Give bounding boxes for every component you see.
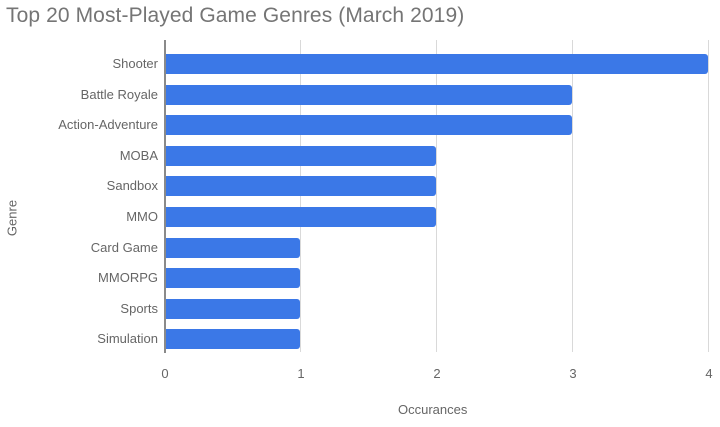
x-tick-label: 1 [297, 366, 305, 381]
gridline-2 [436, 40, 437, 352]
category-label: MOBA [119, 147, 158, 163]
category-label: Shooter [112, 56, 158, 71]
bar [166, 329, 300, 350]
y-axis-title: Genre [4, 199, 20, 237]
x-tick-label: 0 [161, 366, 169, 381]
y-axis-line [164, 40, 166, 353]
bar [166, 298, 300, 319]
gridline-4 [708, 40, 709, 352]
category-label: Simulation [97, 331, 158, 347]
category-label: MMO [126, 209, 158, 224]
category-label: MMORPG [98, 270, 158, 286]
category-label: Sandbox [106, 178, 158, 194]
gridline-3 [572, 40, 573, 352]
category-label: Battle Royale [80, 86, 158, 102]
category-label: Card Game [90, 239, 158, 255]
x-tick-label: 3 [569, 366, 577, 381]
bar [166, 268, 300, 289]
chart-title: Top 20 Most-Played Game Genres (March 20… [6, 4, 465, 27]
category-label: Sports [120, 300, 158, 316]
bar [166, 54, 708, 74]
bar [166, 145, 436, 166]
x-tick-label: 2 [433, 366, 441, 381]
x-tick-label: 4 [705, 366, 713, 381]
bar [166, 115, 572, 136]
x-axis-title: Occurances [398, 402, 468, 417]
bar [166, 176, 436, 197]
bar [166, 237, 300, 258]
category-label: Action-Adventure [58, 117, 158, 133]
bar [166, 207, 436, 227]
bar [166, 84, 572, 105]
